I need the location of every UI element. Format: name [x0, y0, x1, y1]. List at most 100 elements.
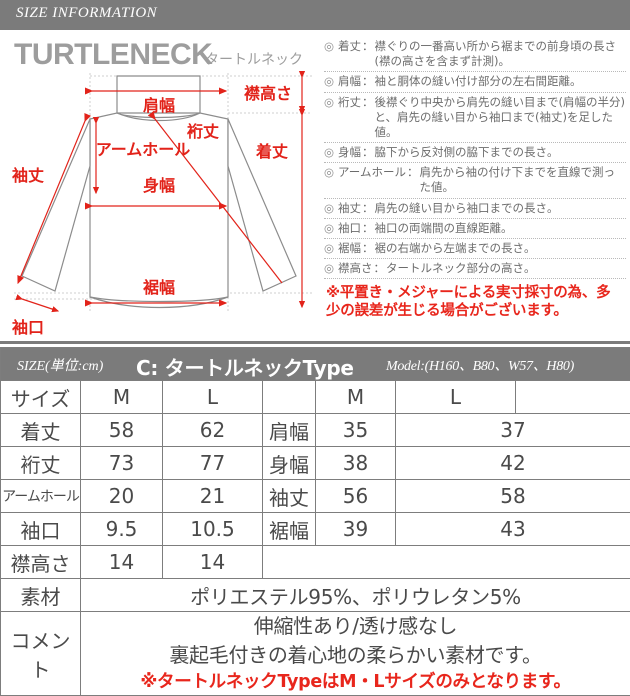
label-cuff: 袖口: [12, 318, 44, 337]
row-label-right: 袖丈: [263, 480, 316, 513]
label-collar-height: 襟高さ: [244, 84, 292, 103]
legend-bullet-icon: ◎: [324, 39, 338, 69]
size-table: SIZE(単位:cm) C: タートルネックType Model:(H160、B…: [0, 347, 630, 696]
cell-left-l: 77: [163, 447, 263, 480]
legend-item: ◎ 肩幅 ： 袖と胴体の縫い付け部分の左右間距離。: [324, 72, 626, 92]
material-label: 素材: [1, 579, 81, 612]
comment-line-2: 裏起毛付きの着心地の柔らかい素材です。: [81, 641, 630, 670]
legend-colon: ：: [361, 74, 375, 89]
table-row: 裄丈 73 77 身幅 38 42: [1, 447, 630, 480]
row-label-left: 裄丈: [1, 447, 81, 480]
label-sleeve-total: 裄丈: [186, 122, 219, 141]
legend-colon: ：: [406, 165, 420, 195]
table-row: アームホール 20 21 袖丈 56 58: [1, 480, 630, 513]
table-row: 着丈 58 62 肩幅 35 37: [1, 414, 630, 447]
legend-bullet-icon: ◎: [324, 201, 338, 216]
legend-term: 袖口: [338, 221, 361, 236]
header-right-m: M: [316, 381, 396, 414]
material-row: 素材 ポリエステル95%、ポリウレタン5%: [1, 579, 630, 612]
cell-left-m: 9.5: [81, 513, 163, 546]
measurement-disclaimer: ※平置き・メジャーによる実寸採寸の為、多少の誤差が生じる場合がございます。: [324, 279, 626, 320]
table-banner-row: SIZE(単位:cm) C: タートルネックType Model:(H160、B…: [1, 348, 630, 381]
legend-bullet-icon: ◎: [324, 261, 338, 276]
legend-item: ◎ 袖口 ： 袖口の両端間の直線距離。: [324, 219, 626, 239]
cell-left-l: 62: [163, 414, 263, 447]
cell-right-m: 35: [316, 414, 396, 447]
row-label-left: アームホール: [1, 480, 81, 513]
legend-bullet-icon: ◎: [324, 74, 338, 89]
legend-item: ◎ アームホール ： 肩先から袖の付け下までを直線で測った値。: [324, 163, 626, 198]
cell-left-l: 10.5: [163, 513, 263, 546]
legend-term: 裾幅: [338, 241, 361, 256]
legend-item: ◎ 袖丈 ： 肩先の縫い目から袖口までの長さ。: [324, 199, 626, 219]
size-information-page: SIZE INFORMATION TURTLENECK タートルネック: [0, 0, 630, 682]
row-label-left: 襟高さ: [1, 546, 81, 579]
header-mid-blank: [263, 381, 316, 414]
legend-term: 襟高さ: [338, 261, 373, 276]
material-value: ポリエステル95%、ポリウレタン5%: [81, 579, 630, 612]
product-type-label: C: タートルネックType: [136, 352, 354, 381]
size-table-container: SIZE(単位:cm) C: タートルネックType Model:(H160、B…: [0, 347, 630, 696]
legend-colon: ：: [361, 221, 375, 236]
product-title-jp: タートルネック: [205, 49, 303, 69]
size-unit-label: SIZE(単位:cm): [17, 355, 103, 375]
cell-right-l: 58: [396, 480, 630, 513]
legend-term: 裄丈: [338, 95, 361, 141]
legend-bullet-icon: ◎: [324, 165, 338, 195]
cell-left-l: 21: [163, 480, 263, 513]
legend-colon: ：: [361, 39, 375, 69]
cell-left-m: 73: [81, 447, 163, 480]
label-shoulder: 肩幅: [143, 96, 175, 115]
legend-bullet-icon: ◎: [324, 95, 338, 141]
row-label-right: 肩幅: [263, 414, 316, 447]
cell-right-l: 43: [396, 513, 630, 546]
cell-right-m: 56: [316, 480, 396, 513]
product-title-en: TURTLENECK: [14, 38, 212, 72]
legend-colon: ：: [373, 261, 387, 276]
cell-right-l: 42: [396, 447, 630, 480]
comment-line-3-notice: ※タートルネックTypeはM・Lサイズのみとなります。: [81, 670, 630, 695]
legend-desc: 脇下から反対側の脇下までの長さ。: [375, 145, 627, 160]
label-hem-width: 裾幅: [143, 278, 175, 297]
legend-colon: ：: [361, 201, 375, 216]
legend-item: ◎ 襟高さ ： タートルネック部分の高さ。: [324, 259, 626, 279]
legend-desc: 肩先から袖の付け下までを直線で測った値。: [419, 165, 626, 195]
measurement-legend: ◎ 着丈 ： 襟ぐりの一番高い所から裾までの前身頃の長さ(襟の高さを含まず計測)…: [318, 31, 630, 344]
cell-left-m: 14: [81, 546, 163, 579]
legend-term: 袖丈: [338, 201, 361, 216]
legend-desc: 後襟ぐり中央から肩先の縫い目まで(肩幅の半分)と、肩先の縫い目から袖口まで(袖丈…: [375, 95, 627, 141]
cell-right-m: 38: [316, 447, 396, 480]
legend-colon: ：: [361, 241, 375, 256]
legend-item: ◎ 裾幅 ： 裾の右端から左端までの長さ。: [324, 239, 626, 259]
table-row: 袖口 9.5 10.5 裾幅 39 43: [1, 513, 630, 546]
illustration-panel: TURTLENECK タートルネック: [0, 31, 630, 344]
legend-desc: 袖と胴体の縫い付け部分の左右間距離。: [375, 74, 627, 89]
label-body-length: 着丈: [255, 142, 288, 161]
model-spec-label: Model:(H160、B80、W57、H80): [386, 355, 574, 375]
legend-colon: ：: [361, 145, 375, 160]
comment-line-1: 伸縮性あり/透け感なし: [81, 612, 630, 641]
label-body-width: 身幅: [143, 176, 175, 195]
cell-empty: [263, 546, 630, 579]
header-size-label: サイズ: [1, 381, 81, 414]
legend-item: ◎ 身幅 ： 脇下から反対側の脇下までの長さ。: [324, 143, 626, 163]
garment-diagram: 肩幅 襟高さ 裄丈 アームホール 着丈 身幅 袖丈 裾幅 袖口: [0, 71, 318, 344]
label-armhole: アームホール: [96, 140, 191, 159]
legend-desc: タートルネック部分の高さ。: [386, 261, 626, 276]
cell-right-l: 37: [396, 414, 630, 447]
legend-bullet-icon: ◎: [324, 145, 338, 160]
header-spacer: [516, 381, 630, 414]
table-banner-cell: SIZE(単位:cm) C: タートルネックType Model:(H160、B…: [1, 348, 630, 381]
legend-bullet-icon: ◎: [324, 221, 338, 236]
legend-term: 着丈: [338, 39, 361, 69]
row-label-right: 裾幅: [263, 513, 316, 546]
cell-left-m: 58: [81, 414, 163, 447]
table-row: 襟高さ 14 14: [1, 546, 630, 579]
legend-bullet-icon: ◎: [324, 241, 338, 256]
comment-value: 伸縮性あり/透け感なし 裏起毛付きの着心地の柔らかい素材です。 ※タートルネック…: [81, 612, 630, 696]
legend-desc: 袖口の両端間の直線距離。: [375, 221, 627, 236]
header-left-l: L: [163, 381, 263, 414]
legend-term: 身幅: [338, 145, 361, 160]
legend-desc: 襟ぐりの一番高い所から裾までの前身頃の長さ(襟の高さを含まず計測)。: [375, 39, 627, 69]
header-right-l: L: [396, 381, 516, 414]
